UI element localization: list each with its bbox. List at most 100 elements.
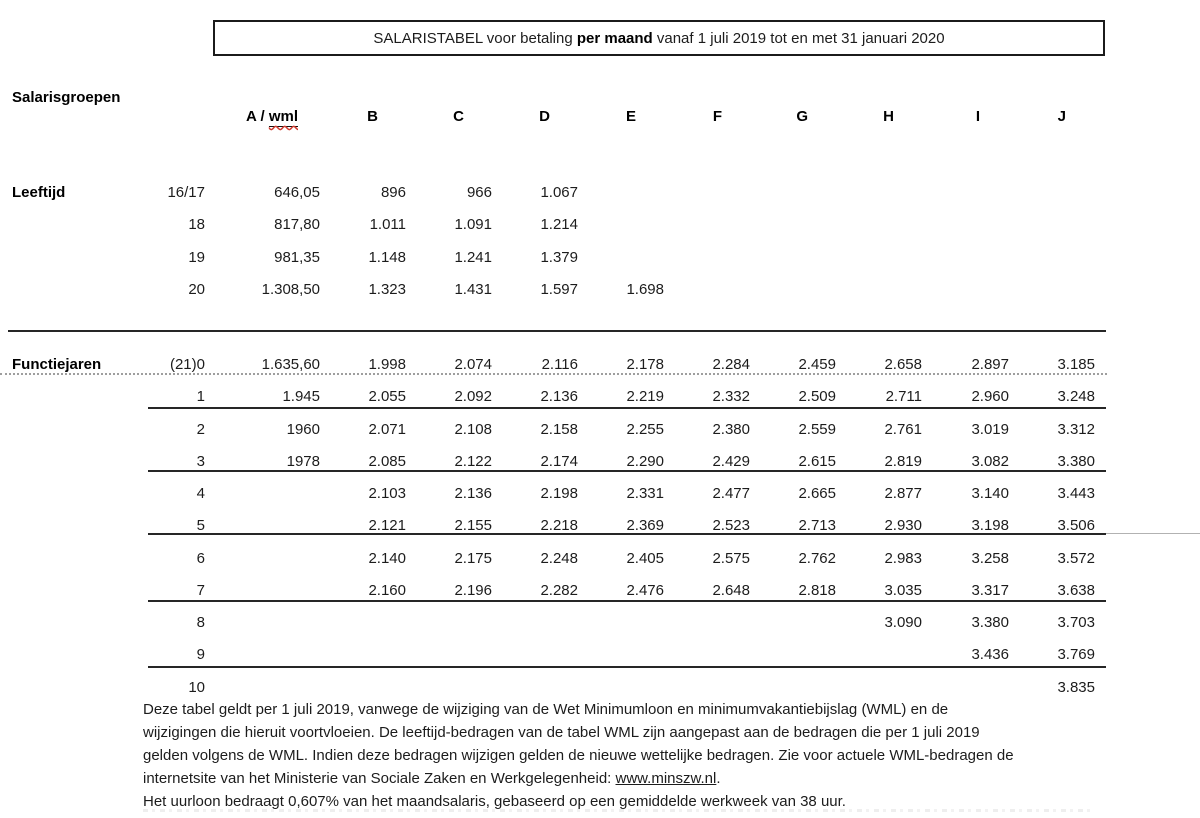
- divider-dotted: [0, 373, 1107, 375]
- cell-e: 2.290: [626, 452, 664, 470]
- label-leeftijd: Leeftijd: [12, 184, 66, 201]
- cell-d: 2.248: [540, 549, 578, 567]
- cell-d: 2.282: [540, 581, 578, 599]
- cell-d: 1.067: [540, 184, 578, 201]
- row-label: 4: [196, 485, 205, 502]
- row-label: 10: [188, 678, 205, 696]
- row-label: (21)0: [169, 356, 205, 373]
- cell-j: 3.638: [1057, 581, 1095, 599]
- minszw-link[interactable]: www.minszw.nl: [615, 770, 717, 787]
- cell-j: 3.572: [1057, 549, 1095, 567]
- row-label: 16/17: [167, 184, 205, 201]
- footer-note: Deze tabel geldt per 1 juli 2019, vanweg…: [143, 698, 1014, 813]
- cell-f: 2.284: [712, 356, 750, 373]
- cell-j: 3.703: [1057, 614, 1095, 631]
- cell-c: 2.122: [454, 452, 492, 470]
- table-row: 5 2.121 2.155 2.218 2.369 2.523 2.713 2.…: [0, 517, 1100, 549]
- table-row: 16/17 646,05 896 966 1.067: [0, 184, 1100, 216]
- cell-g: 2.762: [798, 549, 836, 567]
- cell-i: 3.380: [971, 614, 1009, 631]
- footer-line: wijzigingen die hieruit voortvloeien. De…: [143, 724, 980, 741]
- cell-a: 817,80: [274, 216, 320, 234]
- cell-e: 1.698: [626, 280, 664, 298]
- label-salarisgroepen: Salarisgroepen: [12, 89, 121, 106]
- cell-h: 3.035: [884, 581, 922, 599]
- cell-i: 3.258: [971, 549, 1009, 567]
- cell-i: 3.082: [971, 452, 1009, 470]
- divider-row-7: [148, 600, 1106, 602]
- clipped-next-line: [143, 809, 1091, 812]
- cell-h: 2.983: [884, 549, 922, 567]
- column-header: E: [625, 108, 636, 125]
- cell-b: 2.121: [368, 517, 406, 535]
- cell-b: 2.055: [368, 388, 406, 406]
- table-row: 4 2.103 2.136 2.198 2.331 2.477 2.665 2.…: [0, 485, 1100, 517]
- row-label: 6: [196, 549, 205, 567]
- cell-j: 3.443: [1057, 485, 1095, 502]
- cell-i: 3.140: [971, 485, 1009, 502]
- row-label: 7: [196, 581, 205, 599]
- cell-f: 2.332: [712, 388, 750, 406]
- cell-c: 1.241: [454, 248, 492, 266]
- job-year-rows-section: (21)0 1.635,60 1.998 2.074 2.116 2.178 2…: [0, 356, 1100, 711]
- cell-d: 1.379: [540, 248, 578, 266]
- cell-b: 1.148: [368, 248, 406, 266]
- cell-j: 3.769: [1057, 646, 1095, 664]
- cell-i: 3.317: [971, 581, 1009, 599]
- row-label: 5: [196, 517, 205, 535]
- cell-a: 1.945: [282, 388, 320, 406]
- cell-j: 3.506: [1057, 517, 1095, 535]
- cell-h: 2.761: [884, 420, 922, 438]
- cell-d: 1.214: [540, 216, 578, 234]
- column-header: B: [367, 108, 378, 125]
- cell-c: 2.175: [454, 549, 492, 567]
- column-header: G: [796, 108, 808, 125]
- cell-c: 2.136: [454, 485, 492, 502]
- column-header: C: [453, 108, 464, 125]
- table-row: 6 2.140 2.175 2.248 2.405 2.575 2.762 2.…: [0, 550, 1100, 582]
- column-header: D: [539, 108, 550, 125]
- cell-i: 2.897: [971, 356, 1009, 373]
- column-header: H: [883, 108, 894, 125]
- column-header: I: [975, 108, 980, 125]
- row-label: 19: [188, 248, 205, 266]
- divider-row-9: [148, 666, 1106, 668]
- cell-c: 2.092: [454, 388, 492, 406]
- row-label: 20: [188, 280, 205, 298]
- cell-e: 2.331: [626, 485, 664, 502]
- cell-a: 1978: [286, 452, 320, 470]
- cell-a: 1.635,60: [261, 356, 320, 373]
- cell-d: 1.597: [540, 280, 578, 298]
- cell-g: 2.818: [798, 581, 836, 599]
- divider-row-3: [148, 470, 1106, 472]
- cell-d: 2.158: [540, 420, 578, 438]
- footer-line: gelden volgens de WML. Indien deze bedra…: [143, 747, 1014, 764]
- cell-c: 2.108: [454, 420, 492, 438]
- cell-h: 2.711: [885, 388, 922, 406]
- row-label: 9: [196, 646, 205, 664]
- cell-e: 2.178: [626, 356, 664, 373]
- cell-f: 2.575: [712, 549, 750, 567]
- footer-line: Deze tabel geldt per 1 juli 2019, vanweg…: [143, 701, 949, 718]
- cell-d: 2.218: [540, 517, 578, 535]
- footer-line: internetsite van het Ministerie van Soci…: [143, 770, 721, 787]
- cell-i: 3.198: [971, 517, 1009, 535]
- footer-line-hourly-wage: Het uurloon bedraagt 0,607% van het maan…: [143, 793, 846, 810]
- cell-c: 2.155: [454, 517, 492, 535]
- cell-i: 2.960: [971, 388, 1009, 406]
- table-row: 10 3.835: [0, 679, 1100, 711]
- cell-b: 1.323: [368, 280, 406, 298]
- cell-b: 1.011: [369, 216, 406, 234]
- table-row: 1 1.945 2.055 2.092 2.136 2.219 2.332 2.…: [0, 388, 1100, 420]
- cell-a: 1960: [286, 420, 320, 438]
- cell-c: 2.196: [454, 581, 492, 599]
- cell-h: 2.819: [884, 452, 922, 470]
- table-row: 18 817,80 1.011 1.091 1.214: [0, 216, 1100, 248]
- cell-f: 2.477: [712, 485, 750, 502]
- row-label: 3: [196, 452, 205, 470]
- cell-a: 646,05: [274, 184, 320, 201]
- cell-a: 981,35: [274, 248, 320, 266]
- label-functiejaren: Functiejaren: [12, 356, 102, 373]
- title-bold-per-maand: per maand: [576, 29, 653, 47]
